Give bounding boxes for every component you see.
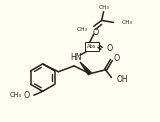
Text: OH: OH (116, 75, 128, 84)
Text: O: O (107, 44, 113, 53)
Text: CH₃: CH₃ (121, 20, 132, 25)
Text: O: O (24, 91, 30, 100)
FancyBboxPatch shape (85, 42, 99, 51)
Text: CH₃: CH₃ (99, 5, 110, 10)
Text: Abs: Abs (87, 44, 96, 49)
Text: O: O (113, 54, 120, 63)
Text: O: O (93, 28, 99, 37)
Polygon shape (80, 62, 91, 75)
Text: CH₃: CH₃ (9, 92, 21, 98)
Text: HN: HN (70, 53, 82, 62)
Text: CH₃: CH₃ (77, 27, 88, 32)
